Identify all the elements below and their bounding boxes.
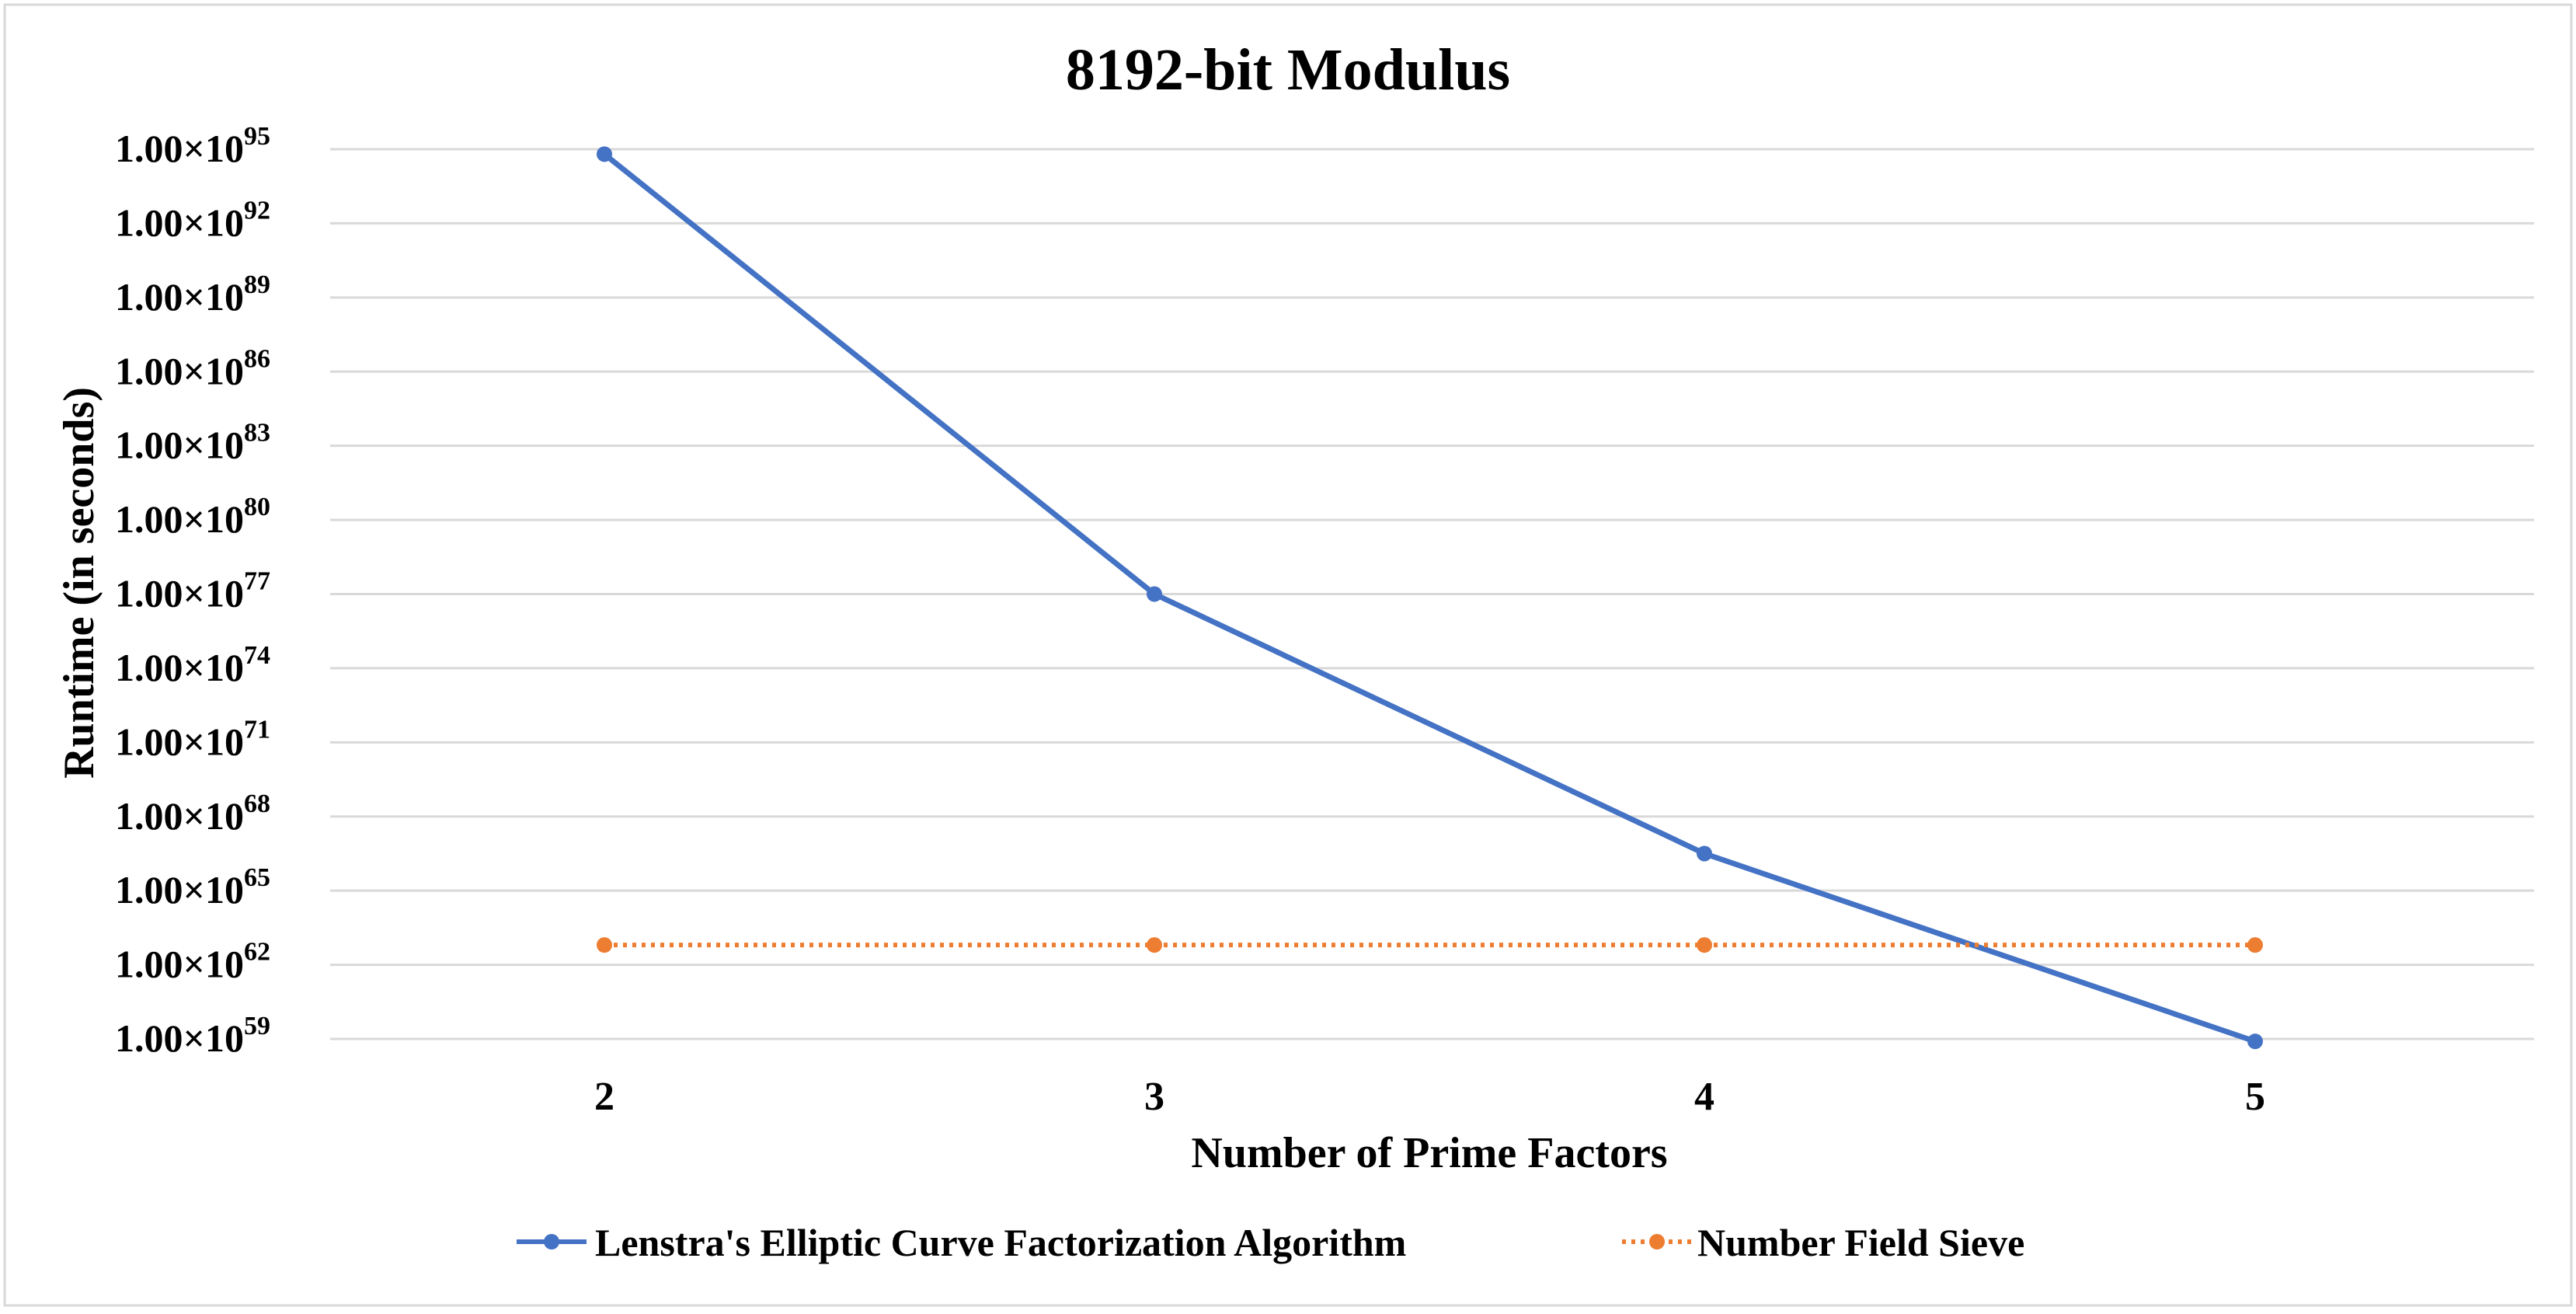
gridlines	[330, 148, 2534, 1040]
y-tick-label-95: 1.00×1095	[115, 122, 270, 170]
series-1-point-3	[1147, 937, 1162, 953]
y-tick-label-80: 1.00×1080	[115, 493, 270, 541]
y-tick-label-92: 1.00×1092	[115, 196, 270, 244]
y-tick-label-68: 1.00×1068	[115, 789, 270, 838]
y-tick-label-83: 1.00×1083	[115, 419, 270, 467]
series-0-point-5	[2247, 1033, 2263, 1050]
y-tick-label-71: 1.00×1071	[115, 715, 270, 763]
x-tick-label-4: 4	[1694, 1075, 1714, 1119]
series-0-point-2	[597, 146, 612, 162]
x-axis-tick-labels: 2 3 4 5	[594, 1075, 2265, 1119]
y-tick-label-62: 1.00×1062	[115, 938, 270, 986]
x-axis-title: Number of Prime Factors	[1191, 1129, 1667, 1177]
series-1-point-2	[597, 937, 612, 953]
y-tick-label-77: 1.00×1077	[115, 567, 270, 615]
legend: Lenstra's Elliptic Curve Factorization A…	[517, 1221, 2024, 1264]
chart-title: 8192-bit Modulus	[1066, 37, 1510, 103]
legend-nfs-label: Number Field Sieve	[1697, 1221, 2024, 1264]
series-lines	[597, 146, 2263, 1050]
y-tick-label-74: 1.00×1074	[115, 641, 270, 689]
series-0-point-3	[1147, 586, 1162, 602]
x-tick-label-5: 5	[2245, 1075, 2265, 1119]
series-0-point-4	[1697, 845, 1712, 862]
y-tick-label-59: 1.00×1059	[115, 1012, 270, 1060]
legend-lenstra-marker	[544, 1234, 559, 1250]
y-tick-label-86: 1.00×1086	[115, 344, 270, 392]
series-1-point-5	[2247, 937, 2263, 953]
y-tick-label-65: 1.00×1065	[115, 863, 270, 911]
y-axis-title: Runtime (in seconds)	[55, 387, 103, 779]
series-line-0	[602, 152, 2257, 1044]
series-1-point-4	[1697, 937, 1712, 953]
legend-nfs-marker	[1649, 1234, 1665, 1250]
y-tick-label-89: 1.00×1089	[115, 270, 270, 319]
x-tick-label-3: 3	[1144, 1075, 1164, 1119]
y-axis-tick-labels: 1.00×1059 1.00×1062 1.00×1065 1.00×1068 1.00…	[115, 122, 270, 1060]
x-tick-label-2: 2	[594, 1075, 614, 1119]
legend-lenstra-label: Lenstra's Elliptic Curve Factorization A…	[595, 1221, 1406, 1264]
